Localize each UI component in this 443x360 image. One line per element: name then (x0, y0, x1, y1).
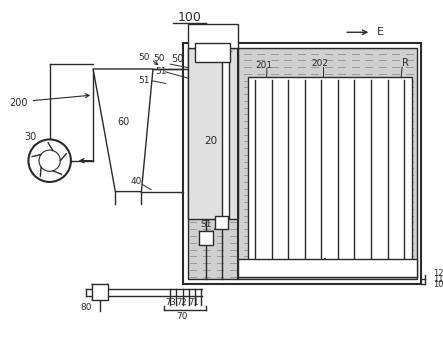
Bar (188, 48, 416, 279)
Text: 72: 72 (177, 298, 187, 307)
Circle shape (28, 139, 71, 182)
Bar (238, 259, 416, 276)
Text: 40: 40 (131, 177, 142, 186)
Text: 71: 71 (188, 298, 199, 307)
Text: 60: 60 (117, 117, 129, 127)
Text: 51: 51 (139, 76, 150, 85)
Text: S2: S2 (305, 264, 316, 273)
Text: 521: 521 (369, 264, 387, 273)
Text: 200: 200 (9, 98, 28, 108)
Bar (195, 43, 230, 62)
Text: 50: 50 (171, 54, 183, 64)
Circle shape (39, 150, 60, 171)
Bar (183, 43, 421, 284)
Text: 50: 50 (153, 54, 164, 63)
Text: E: E (377, 27, 383, 37)
Text: 80: 80 (81, 303, 92, 312)
Bar (188, 23, 238, 48)
Text: R: R (401, 58, 408, 68)
Bar (222, 48, 229, 219)
Bar (199, 231, 213, 245)
Text: 12: 12 (433, 269, 443, 278)
Bar (248, 77, 412, 272)
Text: 52: 52 (338, 264, 350, 273)
Text: 50: 50 (139, 53, 150, 62)
Text: 30: 30 (24, 131, 36, 141)
Bar (188, 48, 416, 279)
Text: 201: 201 (256, 60, 272, 69)
Text: 11: 11 (433, 275, 443, 284)
Polygon shape (93, 69, 153, 192)
Text: 121: 121 (217, 45, 234, 54)
Text: 100: 100 (178, 11, 202, 24)
Bar (92, 284, 108, 300)
Text: 20: 20 (204, 136, 218, 147)
Text: 70: 70 (176, 312, 188, 321)
Text: 51: 51 (155, 67, 167, 76)
Text: 10: 10 (433, 280, 443, 289)
Text: 73: 73 (165, 298, 176, 307)
Text: 202: 202 (311, 59, 329, 68)
Bar (215, 216, 228, 229)
Text: S1: S1 (200, 220, 212, 229)
Bar (188, 48, 238, 219)
